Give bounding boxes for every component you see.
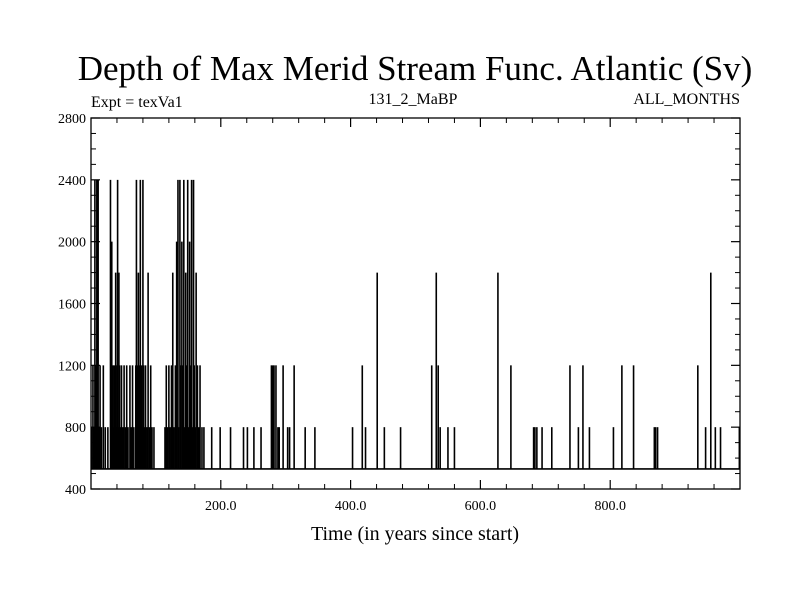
x-tick-label: 600.0 [465,499,497,514]
chart-title: Depth of Max Merid Stream Func. Atlantic… [78,49,753,88]
experiment-label: Expt = texVa1 [91,94,183,111]
y-tick-label: 2000 [58,236,86,251]
x-tick-label: 200.0 [205,499,237,514]
months-label: ALL_MONTHS [633,91,740,108]
x-axis-tick-labels: 200.0 400.0 600.0 800.0 [205,499,626,514]
y-tick-label: 1600 [58,298,86,313]
y-tick-label: 1200 [58,359,86,374]
y-tick-label: 800 [65,421,86,436]
data-series [90,179,741,470]
x-axis-label: Time (in years since start) [311,523,519,545]
y-axis-tick-labels: 400 800 1200 1600 2000 2400 2800 [58,112,86,498]
plot-frame [90,117,741,490]
y-tick-label: 2800 [58,112,86,127]
x-tick-label: 800.0 [594,499,626,514]
y-tick-label: 2400 [58,174,86,189]
y-tick-label: 400 [65,483,86,498]
plot-area [90,117,741,490]
run-label: 131_2_MaBP [369,91,458,108]
x-tick-label: 400.0 [335,499,367,514]
